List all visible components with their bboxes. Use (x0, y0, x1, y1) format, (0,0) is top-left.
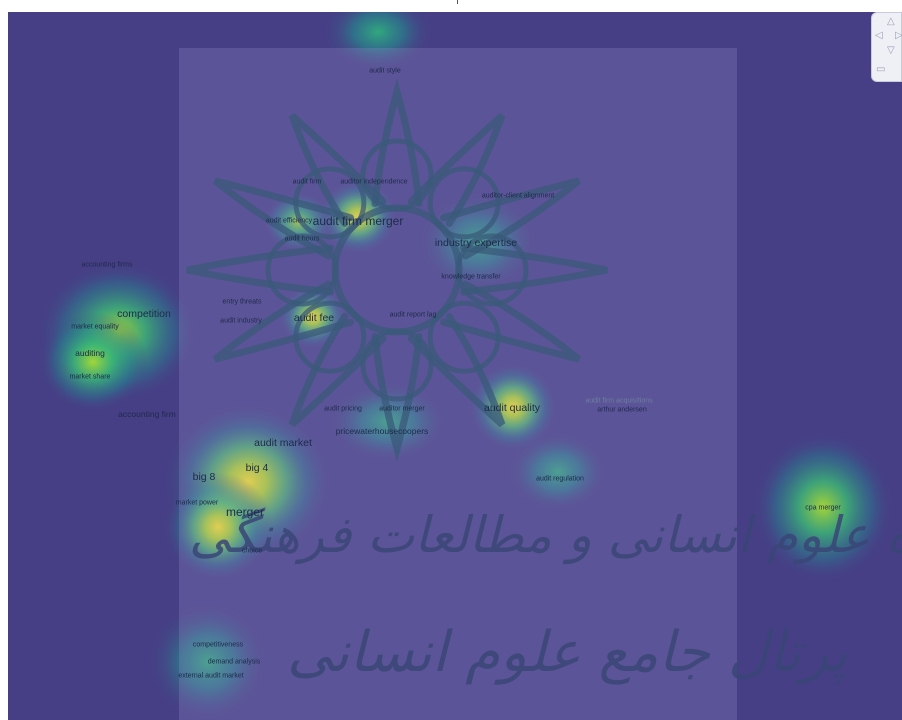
term-label[interactable]: big 8 (192, 470, 216, 483)
term-label[interactable]: demand analysis (207, 658, 261, 666)
term-label[interactable]: audit quality (483, 401, 541, 414)
term-label[interactable]: audit fee (293, 311, 335, 324)
term-label[interactable]: market power (175, 499, 219, 507)
term-label[interactable]: big 4 (245, 461, 269, 474)
term-label[interactable]: market share (69, 373, 111, 381)
term-label[interactable]: accounting firms (81, 261, 133, 269)
term-label[interactable]: audit firm acquisitions (585, 397, 653, 405)
term-label[interactable]: competitiveness (192, 641, 244, 649)
density-blob (38, 312, 148, 412)
term-label[interactable]: entry threats (222, 298, 262, 306)
term-label[interactable]: audit market (254, 436, 312, 449)
density-blob (753, 432, 893, 582)
watermark-text-line1: پژوهشگاه علوم انسانی و مطالعات فرهنگی (189, 506, 902, 564)
density-blob (508, 432, 608, 512)
term-label[interactable]: audit industry (220, 317, 262, 325)
term-label[interactable]: audit report lag (389, 311, 437, 319)
zoom-icon[interactable]: ▭ (876, 64, 886, 75)
term-label[interactable]: arthur andersen (597, 406, 647, 414)
watermark-text-line2: پرتال جامع علوم انسانی (287, 620, 848, 685)
top-tick-mark (457, 0, 458, 4)
density-blob (148, 602, 268, 720)
term-label[interactable]: external audit market (178, 672, 244, 680)
density-heatmap (38, 12, 893, 720)
pan-down-icon[interactable]: ▽ (887, 45, 895, 56)
term-label[interactable]: audit pricing (324, 405, 362, 413)
term-label[interactable]: accounting firm (118, 408, 176, 419)
term-label[interactable]: auditor merger (379, 405, 425, 413)
term-label[interactable]: industry expertise (434, 236, 518, 249)
term-label[interactable]: pricewaterhousecoopers (335, 425, 429, 436)
density-blob (468, 362, 558, 452)
term-label[interactable]: audit hours (284, 235, 320, 243)
pan-left-icon[interactable]: ◁ (875, 30, 883, 41)
term-label[interactable]: competition (117, 307, 171, 320)
term-label[interactable]: audit style (369, 67, 401, 75)
watermark-panel: پژوهشگاه علوم انسانی و مطالعات فرهنگی پر… (179, 48, 902, 720)
density-blob (163, 472, 273, 582)
term-label[interactable]: audit efficiency (265, 217, 313, 225)
term-label[interactable]: audit regulation (536, 475, 584, 483)
pan-up-icon[interactable]: △ (887, 16, 895, 27)
navigation-control[interactable]: △ ◁ ▷ ▽ ▭ (871, 12, 902, 82)
density-map-canvas[interactable]: پژوهشگاه علوم انسانی و مطالعات فرهنگی پر… (8, 12, 902, 720)
term-label[interactable]: audit firm merger (312, 214, 404, 228)
density-blob (323, 12, 433, 72)
term-label[interactable]: auditor independence (340, 178, 408, 186)
term-label[interactable]: auditing (75, 347, 105, 358)
pan-right-icon[interactable]: ▷ (895, 30, 902, 41)
term-label[interactable]: choice (241, 547, 263, 555)
term-label[interactable]: merger (225, 505, 265, 519)
term-label[interactable]: auditor-client alignment (481, 192, 555, 200)
term-label[interactable]: knowledge transfer (441, 273, 501, 281)
term-label[interactable]: market equality (71, 323, 119, 331)
term-label[interactable]: audit firm (292, 178, 322, 186)
term-label[interactable]: cpa merger (805, 504, 841, 512)
watermark-emblem-icon (186, 78, 608, 462)
